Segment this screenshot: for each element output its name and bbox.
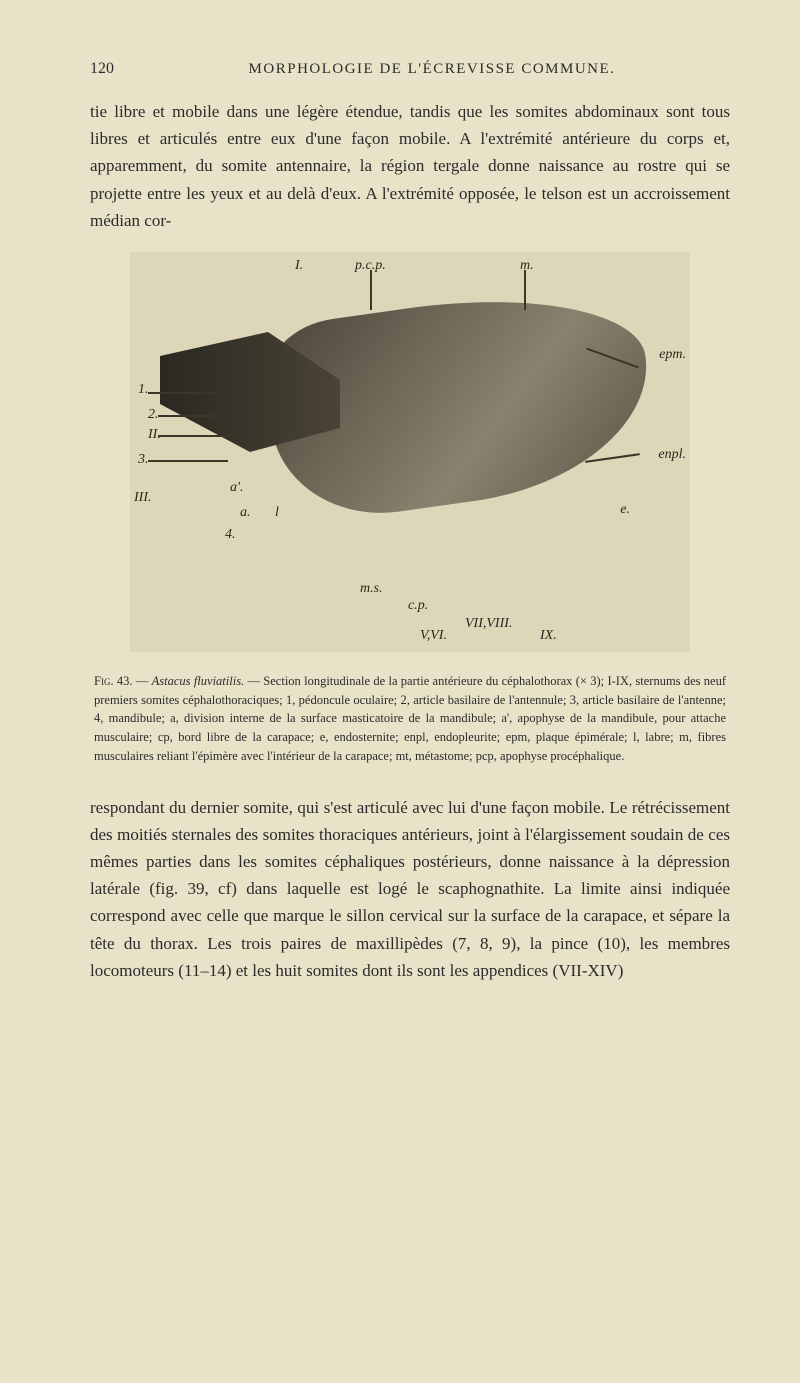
- leader-line: [370, 270, 372, 310]
- anatomical-figure: I. p.c.p. m. epm. enpl. e. 1. 2. II. 3. …: [130, 252, 690, 652]
- page-header: 120 MORPHOLOGIE DE L'ÉCREVISSE COMMUNE.: [90, 60, 730, 78]
- figure-container: I. p.c.p. m. epm. enpl. e. 1. 2. II. 3. …: [90, 252, 730, 652]
- label-l: l: [275, 505, 279, 521]
- label-cp: c.p.: [408, 598, 428, 614]
- label-3: 3.: [138, 452, 149, 468]
- label-I: I.: [295, 258, 303, 274]
- leader-line: [148, 460, 228, 462]
- label-VIIVIII: VII,VIII.: [465, 616, 512, 632]
- caption-species: Astacus fluviatilis.: [152, 674, 245, 688]
- label-2: 2.: [148, 407, 159, 423]
- label-a: a.: [240, 505, 251, 521]
- leader-line: [524, 270, 526, 310]
- label-IX: IX.: [540, 628, 557, 644]
- label-4: 4.: [225, 527, 236, 543]
- paragraph-bottom: respondant du dernier somite, qui s'est …: [90, 794, 730, 984]
- label-III: III.: [134, 490, 152, 506]
- leader-line: [148, 392, 218, 394]
- label-VVI: V,VI.: [420, 628, 447, 644]
- figure-caption: Fig. 43. — Astacus fluviatilis. — Sectio…: [90, 672, 730, 766]
- label-enpl: enpl.: [658, 447, 686, 463]
- page-number: 120: [90, 60, 114, 78]
- leader-line: [158, 415, 228, 417]
- label-m-top: m.: [520, 258, 534, 274]
- running-title: MORPHOLOGIE DE L'ÉCREVISSE COMMUNE.: [134, 61, 730, 78]
- label-e: e.: [620, 502, 630, 518]
- caption-fig-num: Fig. 43.: [94, 674, 133, 688]
- leader-line: [158, 435, 228, 437]
- label-1: 1.: [138, 382, 149, 398]
- label-epm: epm.: [659, 347, 686, 363]
- paragraph-top: tie libre et mobile dans une légère éten…: [90, 98, 730, 234]
- label-a-prime: a'.: [230, 480, 244, 496]
- label-ms: m.s.: [360, 581, 383, 597]
